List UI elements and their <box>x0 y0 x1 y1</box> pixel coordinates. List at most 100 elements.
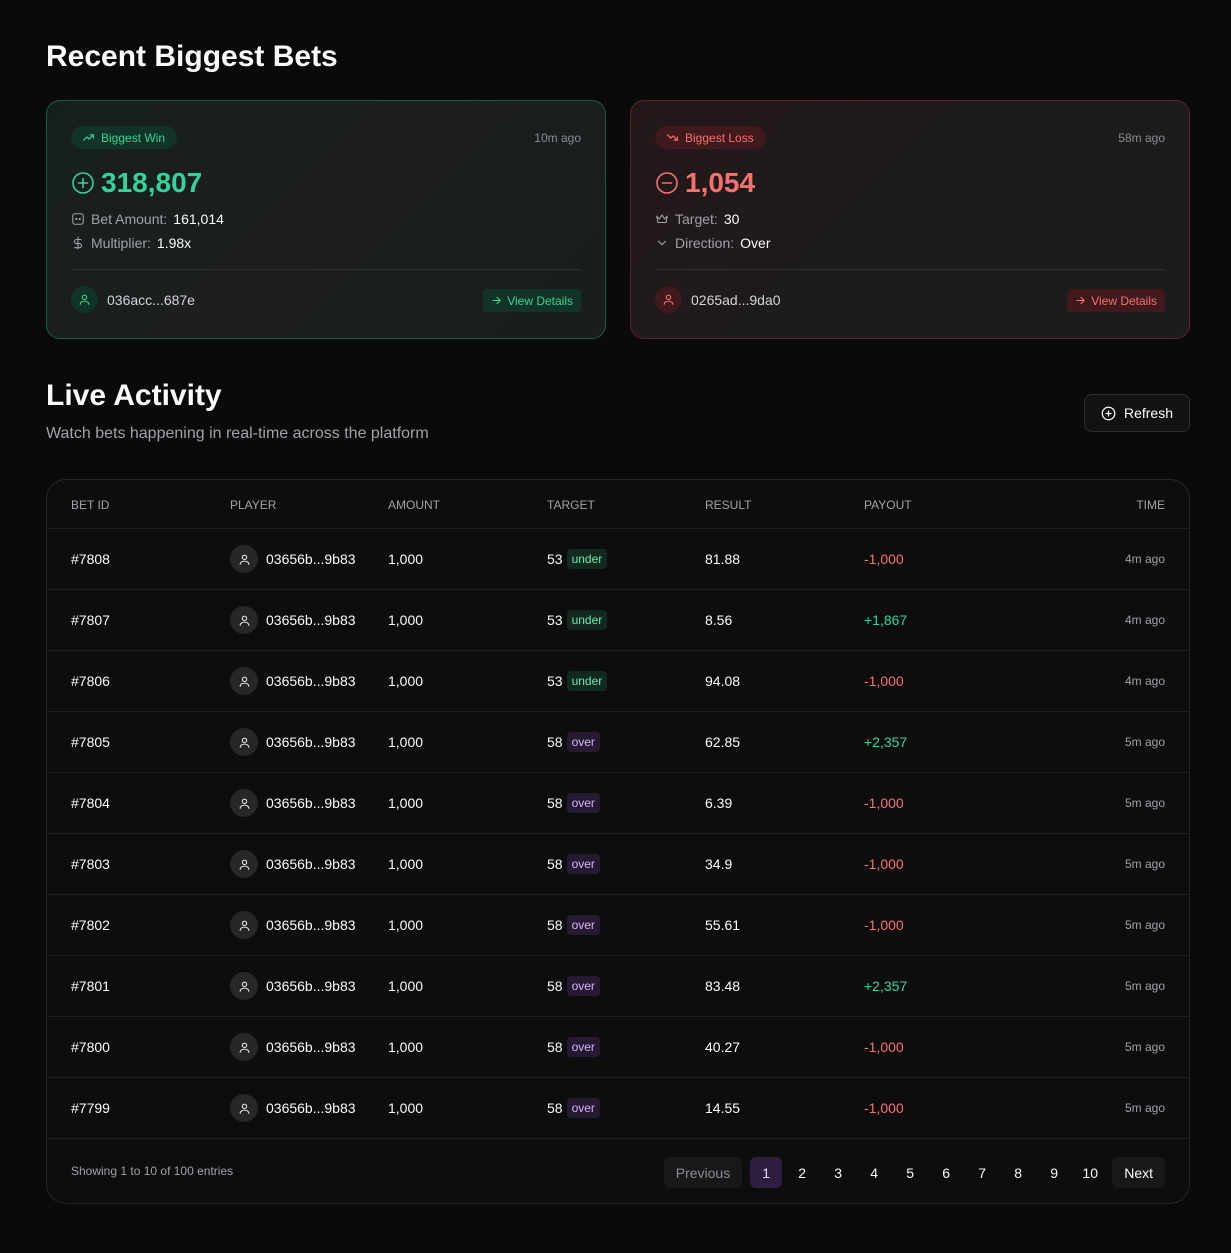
bet-amount: 1,000 <box>388 551 424 567</box>
time-ago: 5m ago <box>1124 1040 1165 1054</box>
bet-id: #7804 <box>71 795 110 811</box>
result-value: 40.27 <box>705 1039 741 1055</box>
target-value: 58 <box>547 917 563 933</box>
direction-badge: under <box>566 610 608 630</box>
table-row[interactable]: #7799 03656b...9b83 1,000 58 over 14.55 -1,000… <box>47 1078 1189 1139</box>
payout-value: -1,000 <box>864 1039 904 1055</box>
biggest-loss-card: Biggest Loss 58m ago 1,054 Target: 30 Di… <box>630 100 1190 339</box>
target-value: 53 <box>547 551 563 567</box>
payout-value: +1,867 <box>864 612 908 628</box>
bet-amount: 1,000 <box>388 612 424 628</box>
page-8-button[interactable]: 8 <box>1014 1164 1023 1181</box>
table-row[interactable]: #7800 03656b...9b83 1,000 58 over 40.27 -1,000… <box>47 1017 1189 1078</box>
win-multiplier: Multiplier: 1.98x <box>71 235 191 251</box>
column-payout: PAYOUT <box>864 498 912 512</box>
column-bet-id: BET ID <box>71 498 110 512</box>
page-9-button[interactable]: 9 <box>1050 1164 1059 1181</box>
biggest-win-label: Biggest Win <box>101 130 166 145</box>
entries-info: Showing 1 to 10 of 100 entries <box>71 1164 234 1178</box>
table-row[interactable]: #7804 03656b...9b83 1,000 58 over 6.39 -1,000 5… <box>47 773 1189 834</box>
avatar <box>230 606 258 634</box>
bet-id: #7805 <box>71 734 110 750</box>
payout-value: -1,000 <box>864 856 904 872</box>
page-2-button[interactable]: 2 <box>798 1164 807 1181</box>
payout-value: -1,000 <box>864 551 904 567</box>
result-value: 55.61 <box>705 917 741 933</box>
card-divider <box>655 269 1165 270</box>
user-icon <box>239 798 249 809</box>
player-address: 03656b...9b83 <box>266 734 356 750</box>
next-button[interactable]: Next <box>1112 1157 1165 1188</box>
target-cell: 58 over <box>547 793 600 813</box>
refresh-label: Refresh <box>1123 405 1174 421</box>
player-cell: 03656b...9b83 <box>230 728 356 756</box>
table-row[interactable]: #7806 03656b...9b83 1,000 53 under 94.08 -1,00… <box>47 651 1189 712</box>
loss-amount-value: 1,054 <box>685 167 756 198</box>
direction-badge: over <box>566 915 600 935</box>
page-numbers: 1 2 3 4 5 6 7 8 9 10 <box>750 1157 1108 1188</box>
player-cell: 03656b...9b83 <box>230 789 356 817</box>
page-6-button[interactable]: 6 <box>942 1164 951 1181</box>
avatar <box>230 728 258 756</box>
player-cell: 03656b...9b83 <box>230 1094 356 1122</box>
column-result: RESULT <box>705 498 752 512</box>
target-value: 58 <box>547 795 563 811</box>
loss-target: Target: 30 <box>655 211 739 227</box>
result-value: 83.48 <box>705 978 741 994</box>
loss-time-ago: 58m ago <box>1118 131 1165 145</box>
bet-id: #7800 <box>71 1039 110 1055</box>
page-3-button[interactable]: 3 <box>834 1164 843 1181</box>
result-value: 6.39 <box>705 795 733 811</box>
target-value: 53 <box>547 673 563 689</box>
player-address: 03656b...9b83 <box>266 1100 356 1116</box>
bet-id: #7808 <box>71 551 110 567</box>
direction-badge: under <box>566 671 608 691</box>
target-cell: 53 under <box>547 549 608 569</box>
user-icon <box>239 737 249 748</box>
minus-circle-icon <box>656 172 678 194</box>
bet-amount: 1,000 <box>388 734 424 750</box>
win-bet-amount-label: Bet Amount: <box>91 211 168 227</box>
chevron-down-icon <box>657 240 667 246</box>
player-cell: 03656b...9b83 <box>230 606 356 634</box>
bet-amount: 1,000 <box>388 673 424 689</box>
user-icon <box>239 554 249 565</box>
time-ago: 5m ago <box>1124 918 1165 932</box>
time-ago: 4m ago <box>1124 552 1165 566</box>
bet-id: #7802 <box>71 917 110 933</box>
direction-badge: over <box>566 854 600 874</box>
player-cell: 03656b...9b83 <box>230 911 356 939</box>
table-row[interactable]: #7802 03656b...9b83 1,000 58 over 55.61 -1,000… <box>47 895 1189 956</box>
bet-id: #7803 <box>71 856 110 872</box>
direction-badge: over <box>566 793 600 813</box>
bet-amount: 1,000 <box>388 917 424 933</box>
table-row[interactable]: #7808 03656b...9b83 1,000 53 under 81.88 -1,00… <box>47 529 1189 590</box>
bet-id: #7806 <box>71 673 110 689</box>
result-value: 81.88 <box>705 551 741 567</box>
page-5-button[interactable]: 5 <box>906 1164 915 1181</box>
dollar-icon <box>73 236 83 250</box>
page-4-button[interactable]: 4 <box>870 1164 879 1181</box>
refresh-button[interactable]: Refresh <box>1084 394 1190 432</box>
user-icon <box>79 294 90 305</box>
loss-view-details-button[interactable]: View Details <box>1067 289 1165 312</box>
player-cell: 03656b...9b83 <box>230 972 356 1000</box>
target-cell: 53 under <box>547 671 608 691</box>
player-cell: 03656b...9b83 <box>230 1033 356 1061</box>
activity-table: BET ID PLAYER AMOUNT TARGET RESULT PAYOU… <box>46 479 1190 1204</box>
table-row[interactable]: #7805 03656b...9b83 1,000 58 over 62.85 +2,357… <box>47 712 1189 773</box>
table-row[interactable]: #7807 03656b...9b83 1,000 53 under 8.56 +1,867… <box>47 590 1189 651</box>
time-ago: 4m ago <box>1124 674 1165 688</box>
user-icon <box>239 1042 249 1053</box>
coin-icon <box>72 213 84 225</box>
table-row[interactable]: #7801 03656b...9b83 1,000 58 over 83.48 +2,357… <box>47 956 1189 1017</box>
avatar <box>230 789 258 817</box>
page-1-button[interactable]: 1 <box>750 1157 783 1188</box>
user-icon <box>239 859 249 870</box>
page-10-button[interactable]: 10 <box>1082 1164 1098 1181</box>
win-view-details-button[interactable]: View Details <box>483 289 581 312</box>
page-7-button[interactable]: 7 <box>978 1164 987 1181</box>
previous-button[interactable]: Previous <box>663 1157 743 1188</box>
table-row[interactable]: #7803 03656b...9b83 1,000 58 over 34.9 -1,000 5… <box>47 834 1189 895</box>
user-icon <box>239 1103 249 1114</box>
